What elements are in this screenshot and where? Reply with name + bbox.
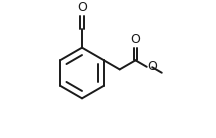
Text: O: O — [130, 33, 140, 46]
Text: O: O — [77, 1, 87, 14]
Text: O: O — [147, 60, 157, 73]
